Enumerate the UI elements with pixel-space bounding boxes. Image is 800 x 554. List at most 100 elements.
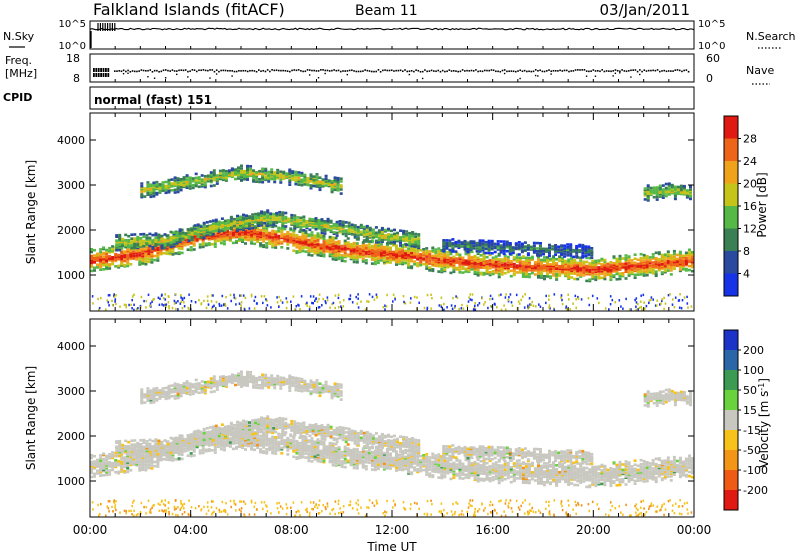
power-cell [464,252,468,256]
freq-point [565,69,568,72]
power-cell [505,245,509,249]
power-cell [99,268,103,271]
velocity-cell [144,454,148,457]
power-cell [643,187,647,190]
power-ylabel: Slant Range [km] [24,160,38,264]
power-cell [358,254,362,258]
power-cell [324,300,327,303]
power-cell [573,270,577,274]
power-cell [252,169,256,172]
power-cell [184,232,188,235]
power-cell [667,185,671,188]
power-cell [193,224,197,227]
power-cell [149,191,153,195]
power-cell [565,305,568,308]
power-cell [660,272,664,276]
power-cell [440,259,444,263]
power-cell [661,192,665,195]
power-cell [283,235,287,239]
power-cell [115,246,119,249]
freq-point [508,70,510,73]
power-cell [654,270,658,273]
power-cell [331,245,335,249]
freq-point [572,70,575,72]
power-cell [259,243,263,247]
power-cell [340,254,344,257]
freq-point [145,69,147,72]
power-cell [266,299,268,302]
power-cell [327,183,331,186]
power-cell [158,184,162,188]
power-cell [96,255,99,258]
power-cell [324,184,328,187]
power-cell [260,215,264,219]
power-cell [471,293,474,296]
power-cell [566,248,570,252]
power-cell [341,232,345,236]
power-cell [475,247,479,250]
power-cell [170,182,174,185]
power-cell [476,268,480,272]
power-cell [169,230,173,234]
power-cell [343,249,347,252]
power-cell [648,269,652,273]
power-cell [187,228,191,232]
power-cell [684,261,688,264]
power-cell [168,247,172,250]
power-cell [315,179,319,183]
power-cell [239,222,242,225]
power-cell [497,262,501,265]
velocity-cell [93,475,96,478]
power-cell [526,245,530,249]
power-cell [146,193,150,196]
power-cell [196,232,200,236]
power-cell [347,225,351,229]
power-cell [93,248,96,252]
power-cell [91,295,94,298]
power-cell [164,188,168,192]
power-cell [114,255,118,259]
power-cell [219,232,223,235]
power-cell [361,258,365,262]
power-cell [211,219,215,222]
power-cell [178,237,182,241]
freq-point [477,70,479,73]
power-cell [298,235,302,239]
power-cell [654,274,658,278]
power-cell [408,238,412,242]
power-cell [93,269,96,272]
power-cell [660,253,664,257]
power-cell [108,267,112,270]
power-cell [609,263,613,267]
power-cell [584,254,588,258]
power-cell [428,252,432,256]
power-cell [485,268,489,271]
power-cell [166,238,170,241]
power-cell [467,252,471,256]
power-cell [614,301,617,304]
power-cell [530,271,534,275]
power-cell [389,257,392,260]
power-cell [204,235,208,239]
freq-point [399,69,402,72]
power-cell [141,250,145,253]
power-cell [358,247,362,251]
power-cell [162,297,165,300]
power-cell [410,265,414,268]
power-colorbar-label: Power [dB] [755,172,769,237]
power-cell [151,239,155,242]
power-cell [654,261,658,264]
power-cell [268,225,272,228]
power-cell [395,244,398,247]
power-cell [396,237,399,240]
power-cell [493,250,497,254]
power-cell [268,231,272,235]
power-cell [493,246,497,250]
power-cell [139,238,143,241]
power-cell [499,244,503,247]
power-cell [567,293,569,296]
power-cell [401,261,405,264]
power-cell [478,244,482,248]
power-cell [153,254,157,258]
power-cell [283,227,287,231]
